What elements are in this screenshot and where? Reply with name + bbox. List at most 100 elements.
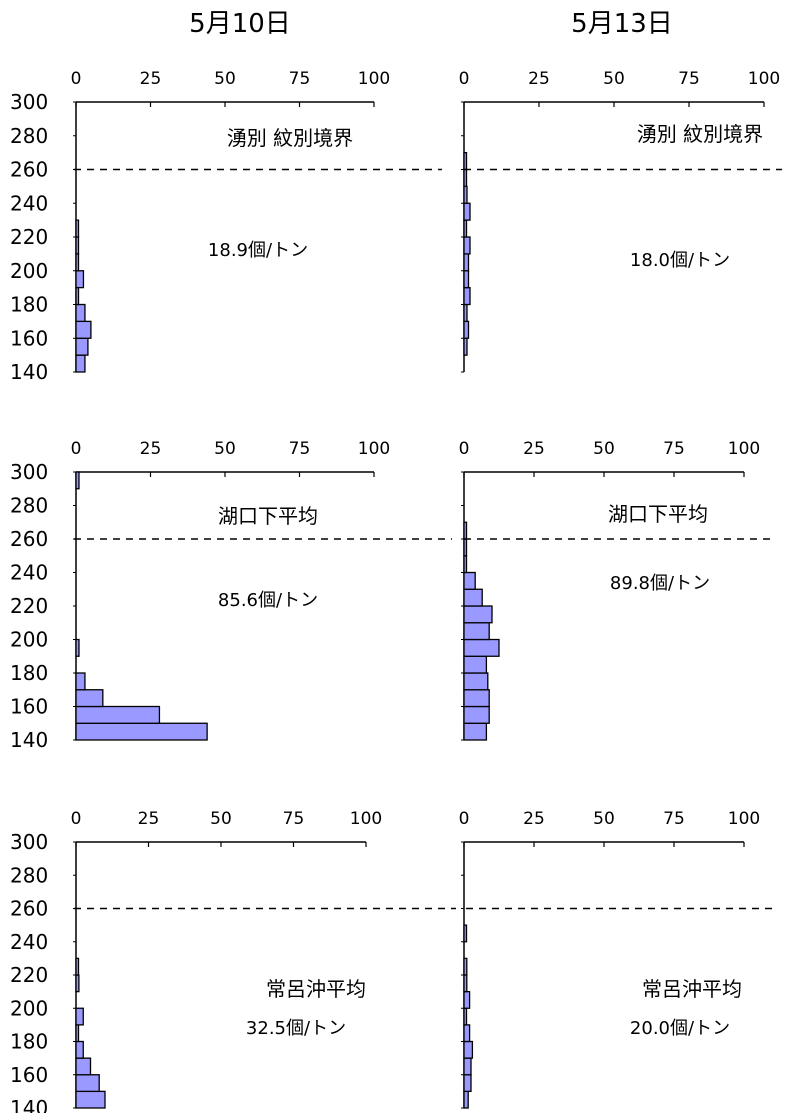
x-tick-label: 100 — [358, 439, 390, 459]
histogram-bar — [463, 1007, 468, 1026]
y-tick-label: 280 — [10, 863, 48, 887]
histogram-bar — [463, 588, 483, 607]
x-tick-label: 25 — [523, 809, 545, 829]
x-tick-label: 75 — [663, 809, 685, 829]
histogram-bar — [463, 253, 470, 272]
x-tick-label: 25 — [523, 439, 545, 459]
y-tick-label: 220 — [10, 594, 48, 618]
y-tick-label: 140 — [10, 728, 48, 752]
y-tick-label: 300 — [10, 460, 48, 484]
histogram-bar — [75, 219, 80, 238]
x-tick-label: 75 — [289, 69, 311, 89]
density-label: 18.9個/トン — [208, 240, 308, 261]
x-tick-label: 75 — [663, 439, 685, 459]
x-tick-label: 75 — [678, 69, 700, 89]
x-tick-label: 0 — [71, 69, 82, 89]
histogram-bar — [463, 236, 471, 255]
x-tick-label: 100 — [350, 809, 382, 829]
histogram-bar — [75, 236, 80, 255]
histogram-bar — [463, 337, 468, 356]
x-tick-label: 50 — [593, 809, 615, 829]
density-label: 18.0個/トン — [630, 250, 730, 271]
y-tick-label: 220 — [10, 225, 48, 249]
histogram-panel-5: 0 25 50 75 100 300 280 260 240 220 200 180 160 140 常呂沖… — [10, 809, 456, 1117]
histogram-bar — [463, 219, 468, 238]
histogram-bar — [75, 286, 80, 306]
histogram-bar — [463, 655, 488, 674]
histogram-bar — [463, 957, 468, 976]
x-tick-label: 0 — [459, 809, 470, 829]
histogram-bar — [75, 303, 86, 323]
histogram-bar — [463, 151, 468, 171]
histogram-bar — [75, 253, 80, 272]
histogram-panel-4: 0 25 50 75 100 湖口下平均 89.8個/トン — [459, 439, 776, 741]
y-tick-label: 200 — [10, 259, 48, 283]
histogram-bar — [75, 1090, 106, 1109]
x-tick-label: 25 — [138, 809, 160, 829]
histogram-bar — [463, 1024, 471, 1043]
x-tick-label: 75 — [289, 439, 311, 459]
y-tick-label: 300 — [10, 90, 48, 114]
y-tick-label: 200 — [10, 996, 48, 1020]
histogram-bar — [463, 555, 468, 574]
histogram-bar — [75, 270, 85, 289]
histogram-bar — [463, 571, 476, 590]
histogram-bar — [463, 974, 468, 993]
histogram-panel-6: 0 25 50 75 100 常呂沖平均 20.0個/トン — [459, 809, 776, 1109]
histogram-bar — [463, 270, 470, 289]
histogram-bar — [463, 202, 471, 221]
histogram-bar — [463, 1057, 472, 1076]
area-label: 常呂沖平均 — [266, 977, 366, 1001]
x-tick-label: 50 — [593, 439, 615, 459]
x-tick-label: 50 — [210, 809, 232, 829]
histogram-bar — [463, 185, 468, 204]
y-tick-label: 160 — [10, 695, 48, 719]
histogram-bar — [463, 286, 471, 306]
histogram-bar — [463, 538, 468, 557]
x-tick-label: 25 — [140, 439, 162, 459]
histogram-bar — [75, 1057, 92, 1076]
histogram-bar — [463, 689, 490, 708]
histogram-bar — [463, 521, 468, 540]
y-tick-label: 180 — [10, 293, 48, 317]
column-title-may10: 5月10日 — [189, 9, 291, 39]
x-tick-label: 50 — [603, 69, 625, 89]
y-tick-label: 160 — [10, 1063, 48, 1087]
area-label: 常呂沖平均 — [642, 977, 742, 1001]
x-tick-label: 100 — [728, 439, 760, 459]
x-tick-label: 25 — [140, 69, 162, 89]
histogram-bar — [75, 1040, 84, 1059]
x-tick-label: 0 — [71, 439, 82, 459]
histogram-bar — [75, 337, 89, 356]
histogram-bar — [75, 1074, 100, 1093]
area-label: 湧別 紋別境界 — [227, 126, 353, 150]
y-tick-label: 300 — [10, 830, 48, 854]
y-tick-label: 260 — [10, 527, 48, 551]
histogram-bar — [75, 689, 104, 708]
histogram-bar — [463, 303, 468, 323]
histogram-bar — [75, 354, 86, 373]
x-tick-label: 25 — [528, 69, 550, 89]
density-label: 32.5個/トン — [246, 1018, 346, 1039]
histogram-bar — [75, 974, 80, 993]
x-tick-label: 50 — [214, 439, 236, 459]
histogram-bar — [75, 672, 86, 691]
y-tick-label: 280 — [10, 494, 48, 518]
area-label: 湖口下平均 — [608, 502, 708, 526]
x-tick-label: 100 — [728, 809, 760, 829]
density-label: 20.0個/トン — [630, 1018, 730, 1039]
histogram-bar — [75, 471, 80, 490]
y-tick-label: 280 — [10, 124, 48, 148]
histogram-panel-2: 0 25 50 75 100 湧別 紋別境界 18.0個/トン — [459, 69, 782, 373]
histogram-bar — [463, 320, 470, 339]
x-tick-label: 100 — [748, 69, 780, 89]
density-label: 85.6個/トン — [218, 590, 318, 611]
histogram-bar — [463, 990, 471, 1009]
histogram-bar — [463, 168, 468, 188]
histogram-panel-1: 0 25 50 75 100 300 280 260 240 220 200 180 160 140 湧別 … — [10, 69, 442, 384]
histogram-bar — [463, 672, 489, 691]
histogram-bar — [75, 1024, 80, 1043]
y-tick-label: 180 — [10, 661, 48, 685]
column-title-may13: 5月13日 — [571, 9, 673, 39]
